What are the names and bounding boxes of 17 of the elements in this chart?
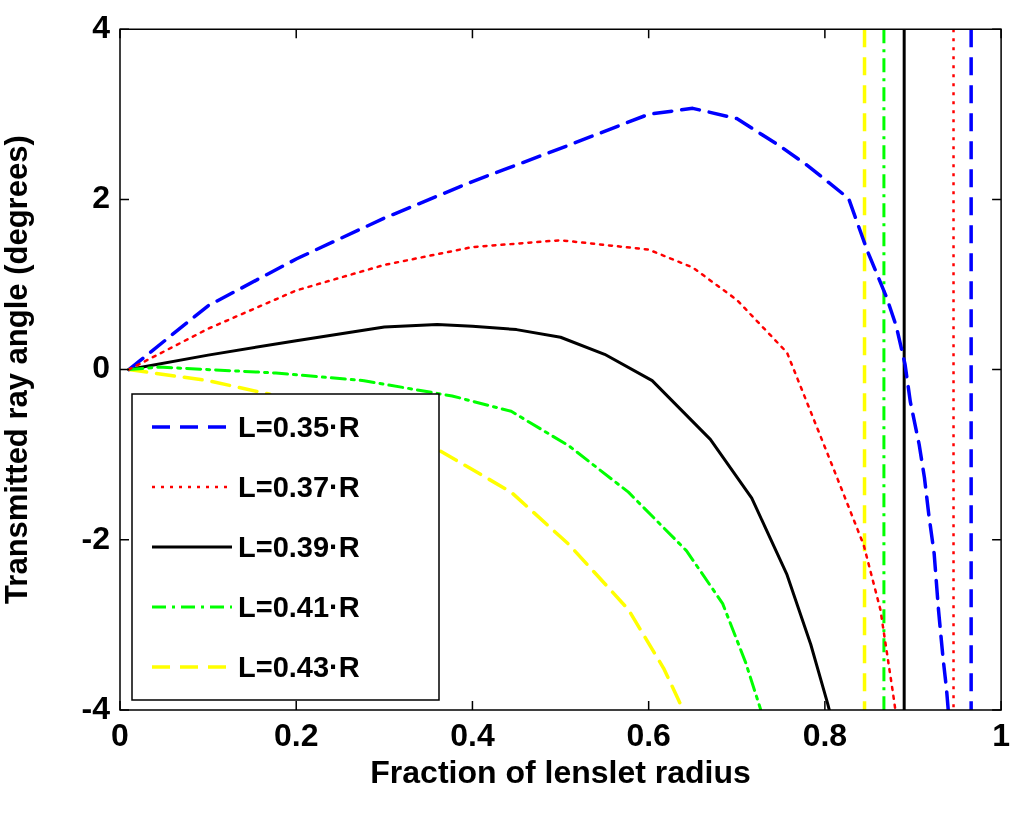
x-tick-label: 0.8 <box>802 717 848 754</box>
x-axis-title: Fraction of lenslet radius <box>370 753 751 790</box>
x-tick-label: 0.2 <box>273 717 319 754</box>
legend-label: L=0.37·R <box>238 471 360 503</box>
x-tick-label: 0.6 <box>626 717 671 754</box>
x-tick-label: 0.4 <box>450 717 495 754</box>
legend-label: L=0.43·R <box>238 651 360 683</box>
y-tick-label: -2 <box>81 519 110 556</box>
legend-label: L=0.35·R <box>238 411 360 443</box>
y-tick-label: 0 <box>92 349 110 386</box>
y-tick-label: 2 <box>92 179 110 216</box>
legend-label: L=0.41·R <box>238 591 360 623</box>
y-tick-label: -4 <box>81 689 111 726</box>
x-tick-label: 1 <box>992 717 1010 754</box>
y-axis-title: Transmitted ray angle (degrees) <box>0 135 35 604</box>
y-tick-label: 4 <box>92 9 111 46</box>
legend-label: L=0.39·R <box>238 531 360 563</box>
